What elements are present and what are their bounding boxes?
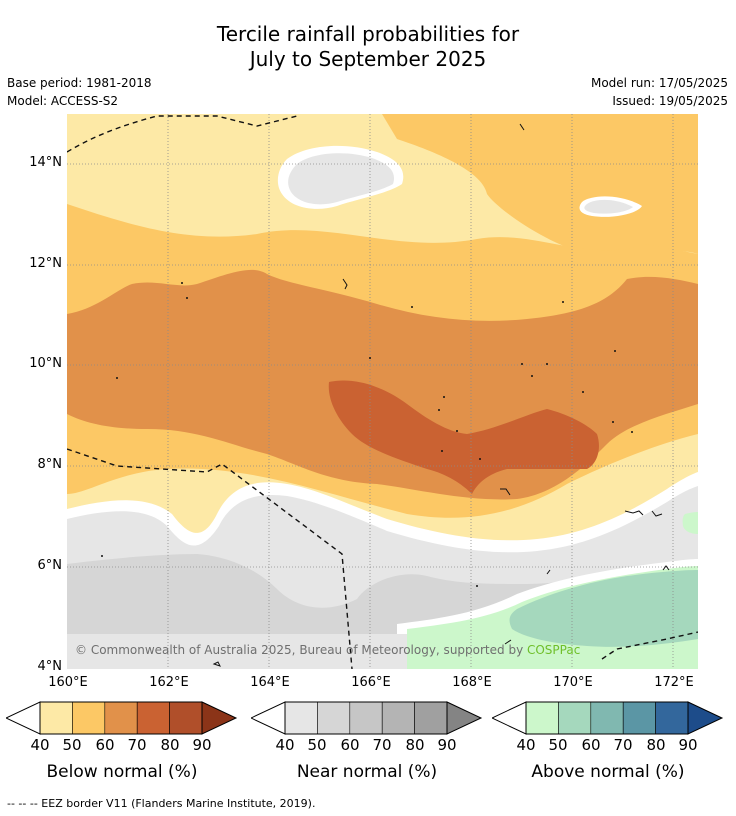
colorbar-below [6,701,238,735]
legend-near-tick: 60 [340,736,360,754]
colorbar-swatch [525,701,559,735]
lon-label-172e: 172°E [654,675,694,690]
colorbar-below-arrow-low [6,701,41,735]
lat-label-12n: 12°N [29,256,62,271]
near-patch-east [584,199,633,214]
region-above-40-east [682,512,698,534]
colorbar-above-arrow-low [492,701,527,735]
legend-below-tick: 40 [30,736,50,754]
meta-left: Base period: 1981-2018 Model: ACCESS-S2 [7,74,152,110]
legend-near-tick: 80 [405,736,425,754]
colorbar-swatch [622,701,656,735]
region-below-70 [328,380,599,494]
lat-label-8n: 8°N [37,457,63,472]
copyright-notice: © Commonwealth of Australia 2025, Bureau… [75,643,580,657]
title-line-1: Tercile rainfall probabilities for [216,22,520,46]
model-text: Model: ACCESS-S2 [7,94,119,108]
lat-label-14n: 14°N [29,155,62,170]
lon-label-160e: 160°E [48,675,88,690]
base-period-text: Base period: 1981-2018 [7,76,152,90]
island-dots [101,282,633,587]
legend-below-tick: 80 [160,736,180,754]
title-line-2: July to September 2025 [249,47,487,71]
region-above-50 [509,570,698,647]
legend-below-ticks: 40 50 60 70 80 90 [6,736,238,754]
colorbar-swatch [317,701,351,735]
legend-above-tick: 80 [646,736,666,754]
legend-above-tick: 90 [678,736,698,754]
lon-label-166e: 166°E [351,675,391,690]
colorbar-swatch [169,701,203,735]
eez-border [67,115,698,669]
colorbar-swatch [284,701,318,735]
lon-label-162e: 162°E [149,675,189,690]
legend-near-title: Near normal (%) [296,762,438,782]
colorbar-swatch [558,701,592,735]
lat-label-6n: 6°N [37,558,63,573]
legend-below-tick: 50 [62,736,82,754]
colorbar-swatch [381,701,415,735]
map-canvas [67,114,698,669]
legend-below-tick: 90 [192,736,212,754]
colorbar-swatch [655,701,689,735]
legend-near-tick: 70 [372,736,392,754]
copyright-text: © Commonwealth of Australia 2025, Bureau… [75,643,527,657]
legend-above-title: Above normal (%) [531,762,685,782]
colorbar-above-arrow-high [687,701,724,735]
eez-footnote: -- -- -- EEZ border V11 (Flanders Marine… [7,797,316,810]
legend-near-tick: 40 [275,736,295,754]
model-run-text: Model run: 17/05/2025 [590,76,728,90]
legend-below-normal: 40 50 60 70 80 90 Below normal (%) [6,700,238,782]
legend-above-tick: 40 [516,736,536,754]
legend-above-tick: 60 [581,736,601,754]
colorbar-near-arrow-low [251,701,286,735]
legend-below-tick: 60 [95,736,115,754]
legend-near-ticks: 40 50 60 70 80 90 [251,736,483,754]
lon-label-164e: 164°E [250,675,290,690]
near-patch-north [288,153,395,205]
colorbar-above [492,701,724,735]
map-title: Tercile rainfall probabilities for July … [0,22,736,72]
issued-text: Issued: 19/05/2025 [612,94,728,108]
legend-above-tick: 50 [548,736,568,754]
lat-label-4n: 4°N [37,659,63,674]
colorbar-swatch [136,701,170,735]
probability-map: © Commonwealth of Australia 2025, Bureau… [67,114,698,669]
legend-below-title: Below normal (%) [46,762,198,782]
colorbar-swatch [104,701,138,735]
lon-label-168e: 168°E [452,675,492,690]
colorbar-near [251,701,483,735]
colorbar-swatch [414,701,448,735]
legend-near-normal: 40 50 60 70 80 90 Near normal (%) [251,700,483,782]
lon-label-170e: 170°E [553,675,593,690]
legend-below-tick: 70 [127,736,147,754]
colorbar-swatch [72,701,106,735]
legend-near-tick: 50 [307,736,327,754]
legend-above-normal: 40 50 60 70 80 90 Above normal (%) [492,700,724,782]
region-below-50-north [382,114,698,257]
legend-above-tick: 70 [613,736,633,754]
meta-right: Model run: 17/05/2025 Issued: 19/05/2025 [591,74,728,110]
legend-near-tick: 90 [437,736,457,754]
colorbar-swatch [39,701,73,735]
islands [212,123,670,667]
lat-label-10n: 10°N [29,356,62,371]
colorbar-near-arrow-high [446,701,483,735]
cosppac-link[interactable]: COSPPac [526,643,581,657]
graticule [67,114,698,669]
colorbar-swatch [349,701,383,735]
colorbar-swatch [590,701,624,735]
colorbar-below-arrow-high [201,701,238,735]
legend-above-ticks: 40 50 60 70 80 90 [492,736,724,754]
